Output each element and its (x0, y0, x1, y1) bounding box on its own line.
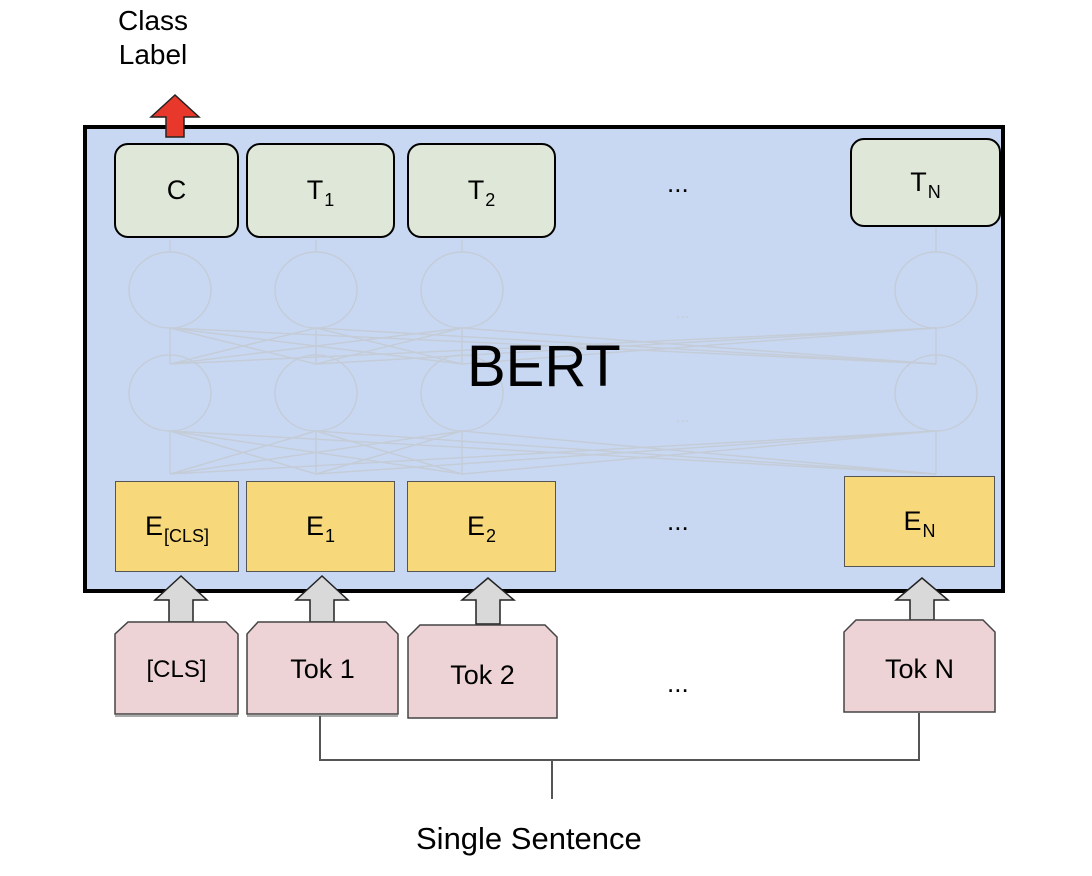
token-ellipsis: ... (667, 668, 689, 698)
token-shape-tok2 (407, 624, 558, 719)
output-ellipsis: ... (667, 168, 689, 198)
single-sentence-label: Single Sentence (416, 821, 642, 856)
embedding-e2-subscript: 2 (486, 526, 497, 546)
sentence-bracket (319, 713, 920, 799)
embedding-en-label: E (903, 506, 922, 536)
bert-label: BERT (467, 334, 621, 399)
input-arrow-icon-tok2 (459, 577, 517, 625)
class-arrow-icon (149, 93, 201, 138)
token-cls-label: [CLS] (146, 656, 207, 683)
input-arrow-icon-cls (153, 574, 209, 623)
token-tok1-label: Tok 1 (290, 654, 355, 684)
embedding-ellipsis: ... (667, 506, 689, 536)
class-label: Class Label (118, 4, 188, 72)
token-shape-tokn (843, 619, 996, 713)
output-t2-label: T (467, 175, 485, 205)
output-tn-subscript: N (927, 182, 941, 202)
output-box-c: C (114, 143, 239, 238)
output-c-label: C (166, 175, 187, 205)
embedding-box-cls: E [CLS] (115, 481, 239, 572)
output-t1-label: T (306, 175, 324, 205)
token-tok2-label: Tok 2 (450, 660, 515, 690)
embedding-cls-subscript: [CLS] (163, 526, 210, 546)
output-t1-subscript: 1 (324, 190, 335, 210)
svg-text:...: ... (676, 305, 689, 322)
embedding-e2-label: E (466, 511, 485, 541)
output-t2-subscript: 2 (485, 190, 496, 210)
embedding-en-subscript: N (922, 521, 936, 541)
embedding-e1-label: E (305, 511, 324, 541)
input-arrow-icon-tokn (893, 577, 951, 621)
token-tokn-label: Tok N (884, 654, 955, 684)
input-arrow-icon-tok1 (294, 574, 350, 623)
token-shape-cls (114, 621, 239, 715)
class-label-line1: Class (118, 5, 189, 36)
embedding-cls-label: E (144, 511, 163, 541)
svg-text:...: ... (676, 409, 689, 426)
token-shape-tok1 (246, 621, 399, 715)
embedding-e1-subscript: 1 (325, 526, 336, 546)
output-tn-label: T (910, 167, 927, 197)
class-label-line2: Label (118, 39, 188, 70)
